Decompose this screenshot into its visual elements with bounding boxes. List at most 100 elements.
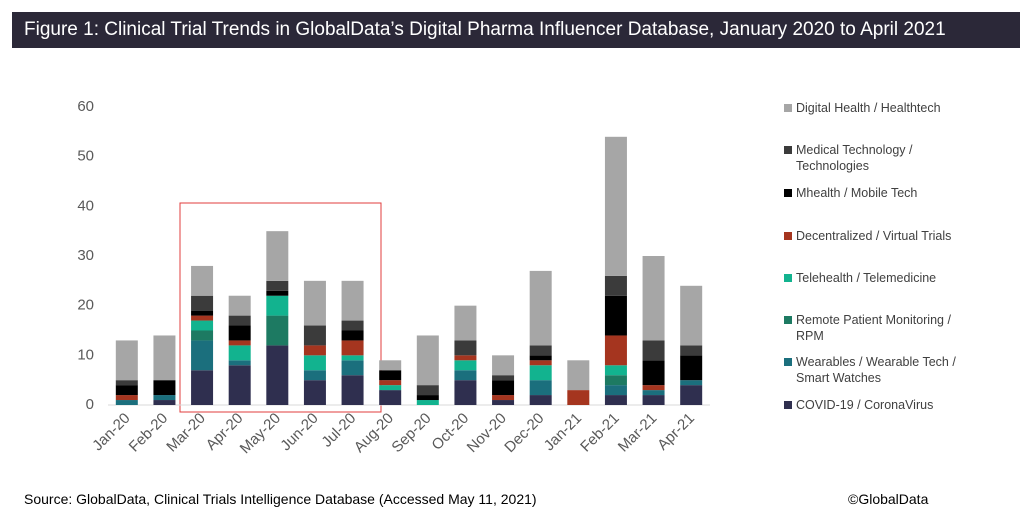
bar-segment [604, 375, 627, 386]
bar-segment [115, 385, 138, 396]
x-tick-label: Mar-20 [163, 410, 209, 456]
legend-item: Decentralized / Virtual Trials [784, 228, 986, 244]
bar-segment [416, 335, 439, 386]
bar-segment [379, 360, 402, 371]
x-tick-label: Sep-20 [388, 410, 434, 456]
x-tick-label: Nov-20 [464, 410, 510, 456]
bar-segment [529, 355, 552, 361]
bar-segment [228, 365, 251, 405]
legend-item: Remote Patient Monitoring / RPM [784, 312, 961, 344]
bar-segment [115, 380, 138, 386]
legend-item: COVID-19 / CoronaVirus [784, 397, 986, 413]
bar-segment [529, 395, 552, 405]
bar-segment [341, 360, 364, 376]
legend-item: Wearables / Wearable Tech / Smart Watche… [784, 354, 961, 386]
legend-label: Mhealth / Mobile Tech [796, 186, 918, 200]
x-tick-label: Jan-20 [89, 410, 133, 454]
bar-segment [680, 355, 703, 381]
bar-segment [379, 380, 402, 386]
bar-segment [266, 280, 289, 291]
bar-segment [228, 295, 251, 316]
bar-segment [604, 295, 627, 336]
bar-segment [416, 395, 439, 401]
legend-swatch [784, 104, 792, 112]
bar-segment [191, 320, 214, 331]
legend-item: Mhealth / Mobile Tech [784, 185, 986, 201]
bar-segment [341, 355, 364, 361]
bar-segment [303, 280, 326, 326]
legend-label: Remote Patient Monitoring / RPM [796, 313, 951, 343]
bar-segment [228, 340, 251, 346]
x-tick-label: Aug-20 [351, 410, 397, 456]
y-tick-label: 40 [77, 197, 94, 214]
bar-segment [153, 335, 176, 381]
bar-segment [379, 390, 402, 405]
bar-segment [379, 385, 402, 391]
x-tick-label: Apr-21 [654, 410, 698, 454]
bar-segment [529, 380, 552, 396]
x-tick-label: Jun-20 [277, 410, 321, 454]
bar-segment [454, 380, 477, 405]
bar-segment [567, 360, 590, 391]
bar-segment [642, 256, 665, 341]
bar-segment [303, 380, 326, 405]
bar-segment [492, 375, 515, 381]
bar-segment [604, 335, 627, 366]
bar-segment [604, 385, 627, 396]
bar-segment [153, 395, 176, 401]
x-tick-label: Mar-21 [615, 410, 661, 456]
bar-segment [529, 270, 552, 346]
bar-segment [492, 395, 515, 401]
highlight-box [179, 202, 382, 413]
bar-segment [228, 325, 251, 341]
x-tick-label: May-20 [237, 410, 284, 457]
bar-segment [153, 380, 176, 396]
legend-label: Telehealth / Telemedicine [796, 271, 937, 285]
legend-item: Digital Health / Healthtech [784, 100, 986, 116]
bar-segment [266, 315, 289, 346]
bar-segment [191, 340, 214, 371]
legend-label: Decentralized / Virtual Trials [796, 229, 952, 243]
y-tick-label: 20 [77, 297, 94, 314]
bar-segment [604, 395, 627, 405]
bar-segment [191, 330, 214, 341]
bar-segment [529, 365, 552, 381]
bar-segment [191, 265, 214, 296]
bar-segment [191, 315, 214, 321]
bar-segment [341, 330, 364, 341]
legend-swatch [784, 316, 792, 324]
bar-segment [115, 340, 138, 381]
bar-segment [228, 360, 251, 366]
bar-segment [604, 275, 627, 296]
bar-segment [416, 400, 439, 405]
bar-segment [492, 355, 515, 376]
y-tick-label: 60 [77, 98, 94, 115]
x-tick-label: Jan-21 [541, 410, 585, 454]
bar-segment [228, 345, 251, 361]
bar-segment [492, 380, 515, 396]
bar-segment [454, 370, 477, 381]
bar-segment [529, 360, 552, 366]
legend-item: Telehealth / Telemedicine [784, 270, 986, 286]
bar-segment [680, 345, 703, 356]
legend-label: COVID-19 / CoronaVirus [796, 398, 934, 412]
bar-segment [492, 400, 515, 405]
legend-label: Digital Health / Healthtech [796, 101, 941, 115]
bar-segment [115, 400, 138, 405]
bar-segment [604, 365, 627, 376]
bar-segment [341, 340, 364, 356]
bar-segment [680, 385, 703, 405]
bar-segment [303, 345, 326, 356]
bar-segment [303, 325, 326, 346]
legend-label: Wearables / Wearable Tech / Smart Watche… [796, 355, 956, 385]
bar-segment [529, 345, 552, 356]
bar-segment [454, 305, 477, 341]
source: Source: GlobalData, Clinical Trials Inte… [24, 491, 537, 507]
bar-segment [303, 370, 326, 381]
chart-title: Figure 1: Clinical Trial Trends in Globa… [12, 12, 1020, 48]
bar-segment [266, 345, 289, 405]
bar-segment [680, 380, 703, 386]
bar-segment [266, 290, 289, 296]
bar-segment [341, 320, 364, 331]
